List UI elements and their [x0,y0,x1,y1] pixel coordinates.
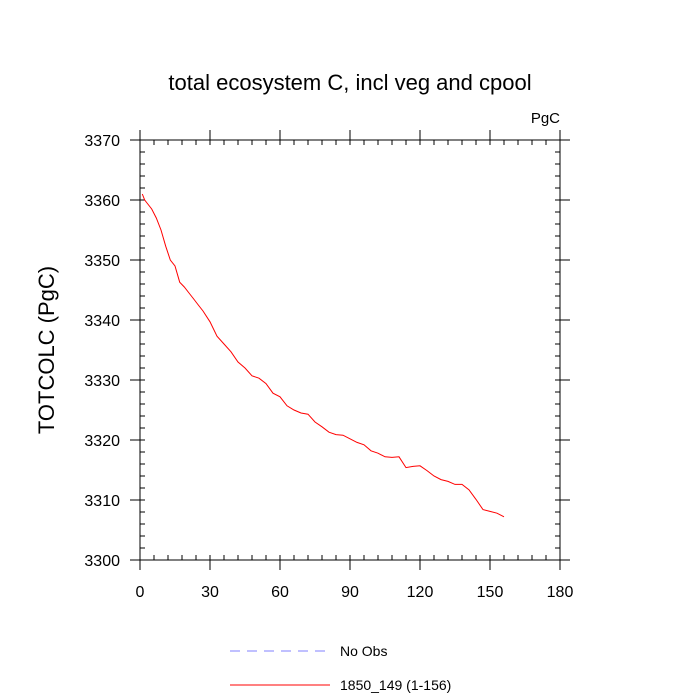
x-tick-label: 120 [407,584,434,601]
y-axis-label: TOTCOLC (PgC) [34,266,59,434]
axis-ticks [130,130,570,570]
y-tick-labels: 3300 3310 3320 3330 3340 3350 3360 3370 [84,133,120,570]
x-tick-label: 60 [271,584,289,601]
y-tick-label: 3300 [84,553,120,570]
y-tick-label: 3350 [84,253,120,270]
legend: No Obs 1850_149 (1-156) [230,643,451,693]
series-line [141,193,505,518]
chart-title: total ecosystem C, incl veg and cpool [168,70,531,95]
y-tick-label: 3340 [84,313,120,330]
y-tick-label: 3310 [84,493,120,510]
y-tick-label: 3320 [84,433,120,450]
legend-label-1850-149: 1850_149 (1-156) [340,677,451,693]
x-tick-labels: 0 30 60 90 120 150 180 [136,584,574,601]
x-tick-label: 0 [136,584,145,601]
y-tick-label: 3360 [84,193,120,210]
x-tick-label: 180 [547,584,574,601]
x-tick-label: 30 [201,584,219,601]
x-tick-label: 90 [341,584,359,601]
plot-frame [139,139,561,561]
series-lines [141,193,505,518]
units-label: PgC [531,110,560,127]
y-tick-label: 3370 [84,133,120,150]
y-tick-label: 3330 [84,373,120,390]
x-tick-label: 150 [477,584,504,601]
legend-label-no-obs: No Obs [340,643,387,659]
